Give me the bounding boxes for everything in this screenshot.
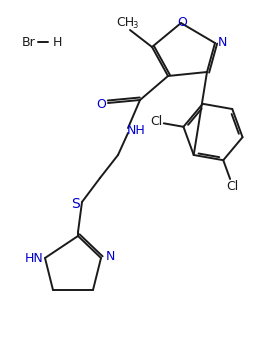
Text: O: O [177, 16, 187, 29]
Text: Br: Br [22, 35, 36, 49]
Text: NH: NH [126, 124, 145, 137]
Text: CH: CH [116, 16, 134, 29]
Text: 3: 3 [132, 21, 138, 30]
Text: S: S [71, 197, 79, 211]
Text: Cl: Cl [150, 116, 162, 128]
Text: N: N [105, 249, 115, 263]
Text: N: N [217, 35, 227, 49]
Text: Cl: Cl [227, 180, 239, 193]
Text: HN: HN [25, 252, 43, 266]
Text: O: O [96, 97, 106, 111]
Text: H: H [53, 35, 62, 49]
